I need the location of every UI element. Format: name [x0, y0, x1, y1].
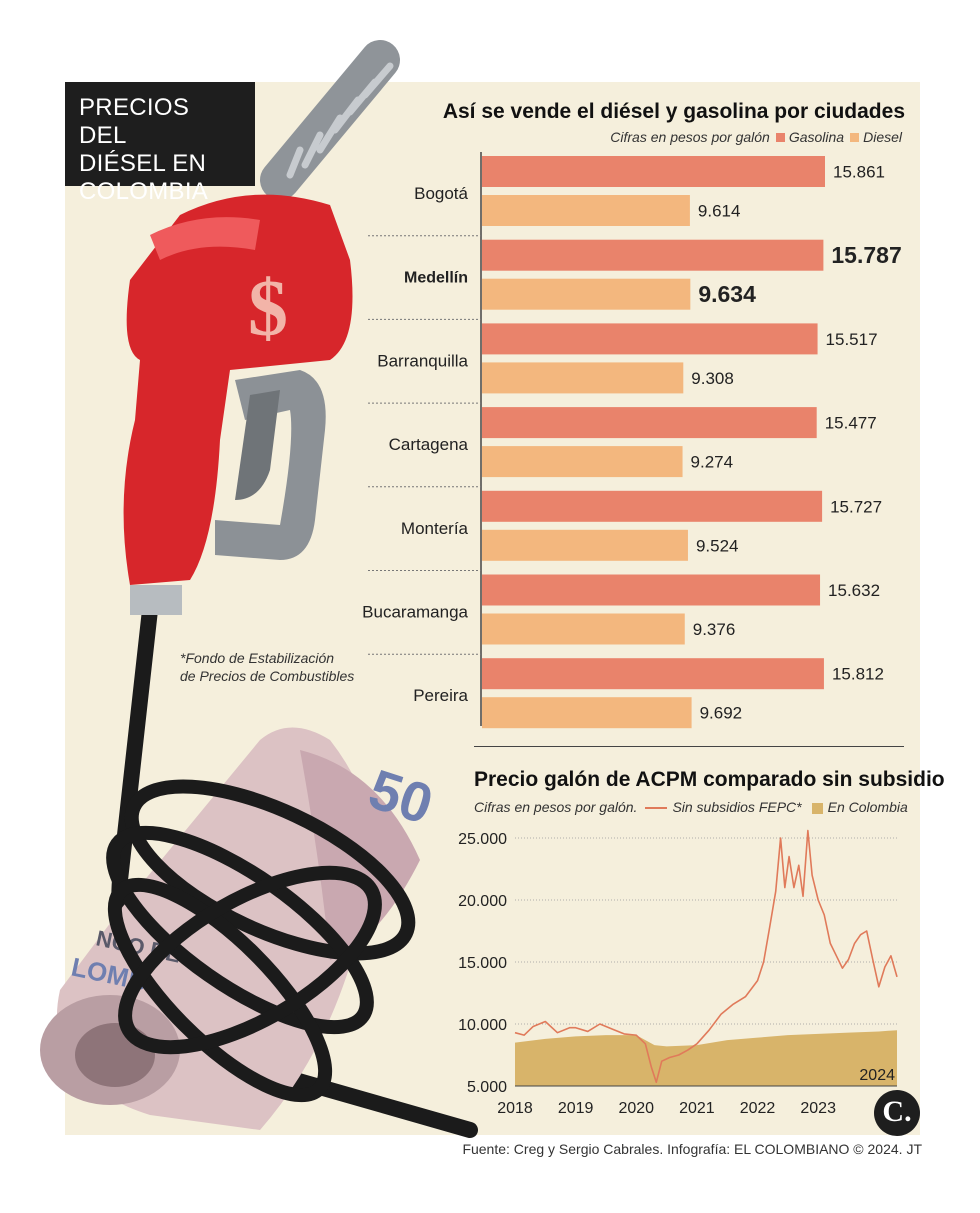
- bar-chart: Bogotá 15.861 9.614 Medellín 15.787 9.634 Barr…: [362, 152, 902, 729]
- footnote-line-1: *Fondo de Estabilización: [180, 650, 335, 666]
- source-credit: Fuente: Creg y Sergio Cabrales. Infograf…: [462, 1141, 922, 1157]
- footnote-line-2: de Precios de Combustibles: [180, 668, 355, 684]
- bar-gasolina: [482, 490, 823, 522]
- x-tick-label: 2021: [679, 1100, 715, 1117]
- legend-label-en-colombia: En Colombia: [827, 799, 908, 815]
- nozzle-body-icon: [123, 194, 353, 586]
- bar-category-label: Montería: [401, 519, 469, 538]
- line-chart-legend: Cifras en pesos por galón. Sin subsidios …: [474, 799, 908, 815]
- fuel-pump-illustration: $ 50 NCO DE LOMB: [40, 40, 478, 1138]
- bar-value-label: 9.524: [696, 536, 739, 555]
- bar-value-label: 9.692: [700, 704, 743, 723]
- bar-diesel: [482, 613, 685, 645]
- bar-gasolina: [482, 407, 817, 439]
- bar-category-label: Medellín: [404, 270, 468, 287]
- y-tick-label: 20.000: [458, 893, 507, 910]
- bar-value-label: 15.727: [830, 497, 882, 516]
- bar-chart-subtitle: Cifras en pesos por galón: [610, 129, 770, 145]
- legend-label-gasolina: Gasolina: [788, 129, 845, 145]
- bar-chart-legend: Cifras en pesos por galón Gasolina Diesel: [610, 129, 902, 145]
- title-line-3: COLOMBIA: [79, 178, 209, 205]
- bar-gasolina: [482, 574, 821, 606]
- title-line-1: PRECIOS DEL: [79, 94, 190, 149]
- bar-diesel: [482, 362, 684, 394]
- dollar-symbol: $: [248, 265, 288, 353]
- x-tick-label: 2023: [800, 1100, 836, 1117]
- bar-gasolina: [482, 239, 824, 271]
- legend-swatch-en-colombia: [811, 802, 823, 814]
- x-tick-label: 2019: [558, 1100, 594, 1117]
- bar-category-label: Bogotá: [414, 184, 468, 203]
- bar-diesel: [482, 529, 688, 561]
- bar-value-label: 15.787: [831, 242, 901, 268]
- page-title: PRECIOS DEL DIÉSEL EN COLOMBIA: [65, 82, 255, 205]
- line-chart-subtitle: Cifras en pesos por galón.: [474, 799, 638, 815]
- hose-coil-icon: [106, 779, 416, 1103]
- bar-value-label: 9.376: [693, 620, 736, 639]
- bar-value-label: 15.861: [833, 163, 885, 182]
- legend-label-sin-subsidios: Sin subsidios FEPC*: [672, 799, 802, 815]
- y-tick-label: 10.000: [458, 1017, 507, 1034]
- bar-value-label: 9.614: [698, 202, 741, 221]
- y-tick-label: 5.000: [467, 1079, 507, 1096]
- title-line-2: DIÉSEL EN: [79, 150, 207, 177]
- x-tick-label: 2020: [618, 1100, 654, 1117]
- legend-label-diesel: Diesel: [863, 129, 902, 145]
- line-chart-title: Precio galón de ACPM comparado sin subsi…: [474, 768, 945, 791]
- bar-value-label: 15.632: [828, 581, 880, 600]
- legend-swatch-gasolina: [775, 133, 785, 142]
- bar-value-label: 9.308: [691, 369, 734, 388]
- y-tick-label: 15.000: [458, 955, 507, 972]
- bar-chart-title: Así se vende el diésel y gasolina por ci…: [442, 100, 905, 123]
- line-chart: 25.000 20.000 15.000 10.000 5.000 2018 2019 202…: [458, 829, 898, 1117]
- line-sin-subsidios: [514, 829, 898, 1084]
- footnote: *Fondo de Estabilización de Precios de C…: [180, 649, 354, 685]
- bar-gasolina: [482, 156, 825, 187]
- bar-value-label: 15.812: [832, 665, 884, 684]
- bar-value-label: 9.634: [698, 281, 756, 307]
- bar-value-label: 15.477: [825, 414, 877, 433]
- bar-diesel: [482, 697, 692, 729]
- bar-category-label: Cartagena: [389, 435, 469, 454]
- trigger-icon: [215, 370, 326, 560]
- x-tick-label: 2022: [740, 1100, 776, 1117]
- legend-swatch-diesel: [850, 133, 860, 142]
- bar-diesel: [482, 278, 691, 310]
- bar-value-label: 15.517: [826, 330, 878, 349]
- bar-category-label: Pereira: [413, 686, 468, 705]
- bar-diesel: [482, 446, 683, 478]
- bar-category-label: Bucaramanga: [362, 603, 468, 622]
- section-divider: [474, 746, 904, 747]
- bar-gasolina: [482, 323, 818, 355]
- y-tick-label: 25.000: [458, 831, 507, 848]
- x-end-label: 2024: [859, 1067, 895, 1084]
- area-en-colombia: [515, 1030, 897, 1086]
- spring-icon: [260, 40, 400, 200]
- bar-diesel: [482, 195, 690, 226]
- bar-category-label: Barranquilla: [377, 351, 468, 370]
- el-colombiano-logo: C.: [874, 1090, 920, 1136]
- bar-value-label: 9.274: [691, 453, 734, 472]
- x-tick-label: 2018: [497, 1100, 533, 1117]
- bar-gasolina: [482, 658, 824, 690]
- legend-swatch-sin-subsidios: [645, 807, 668, 810]
